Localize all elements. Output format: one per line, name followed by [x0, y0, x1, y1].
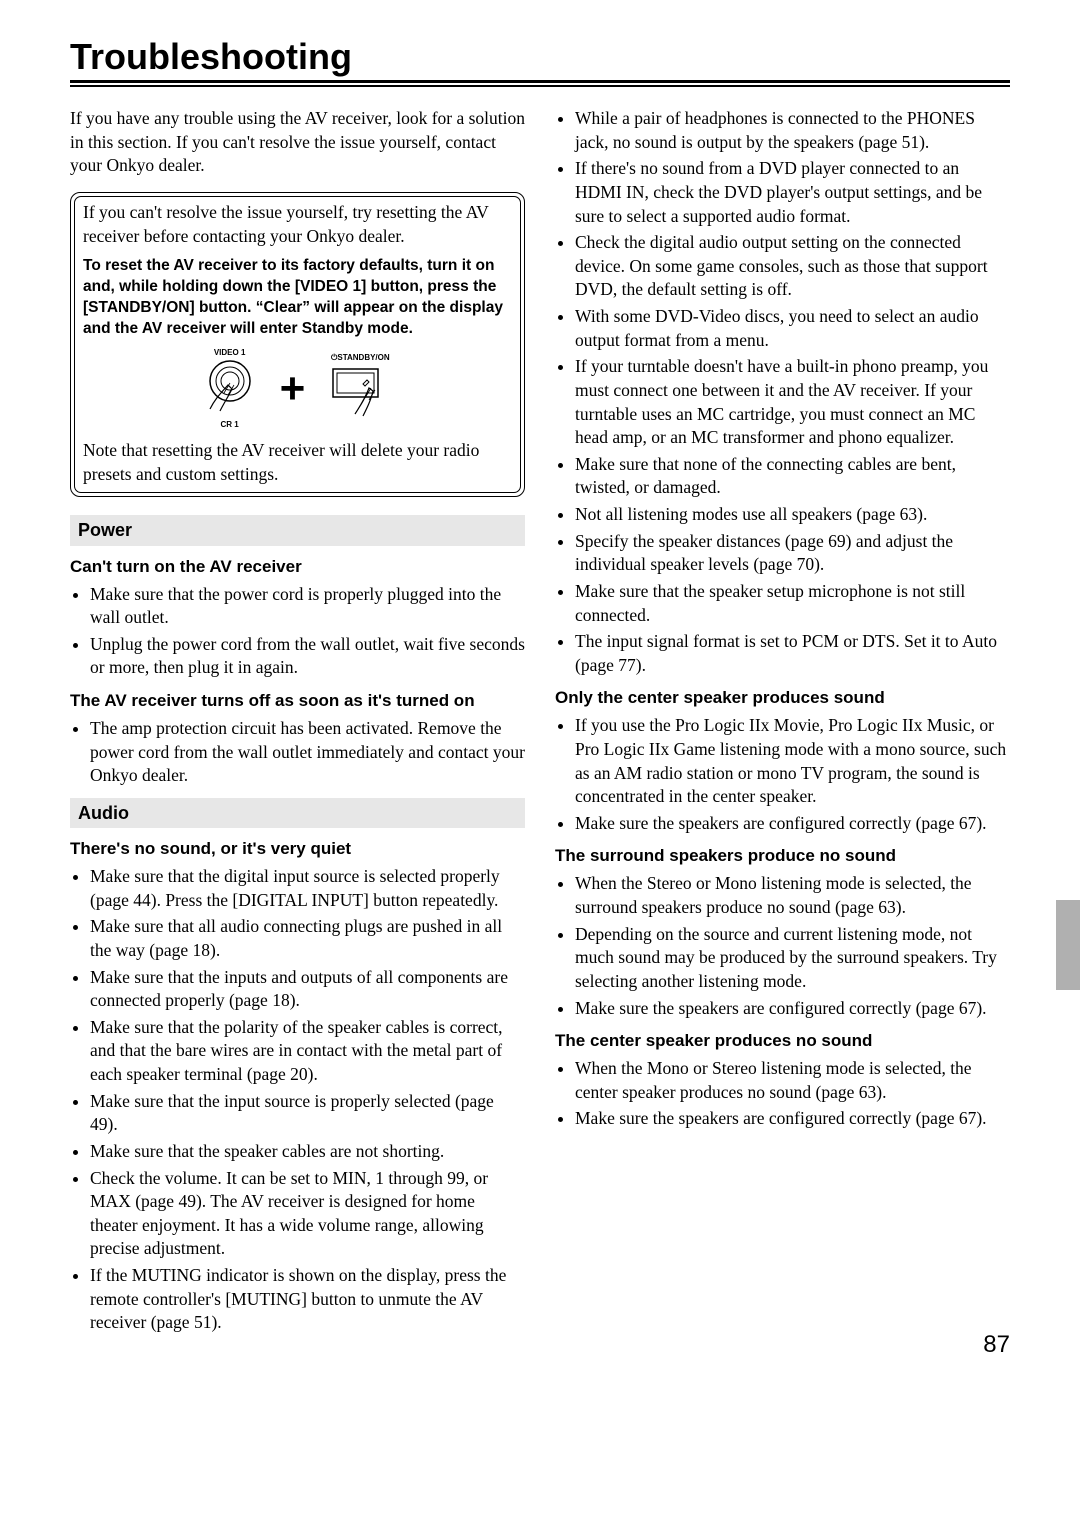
- list-item: If you use the Pro Logic IIx Movie, Pro …: [575, 714, 1010, 809]
- section-audio-title: Audio: [70, 798, 525, 828]
- list-item: Check the volume. It can be set to MIN, …: [90, 1167, 525, 1262]
- reset-box: If you can't resolve the issue yourself,…: [70, 192, 525, 497]
- list-item: Make sure that the polarity of the speak…: [90, 1016, 525, 1087]
- diagram-dial: VIDEO 1 CR 1: [200, 348, 260, 431]
- audio-sub3: The surround speakers produce no sound: [555, 845, 1010, 868]
- list-item: The input signal format is set to PCM or…: [575, 630, 1010, 677]
- right-column: While a pair of headphones is connected …: [555, 107, 1010, 1345]
- list-item: Make sure that none of the connecting ca…: [575, 453, 1010, 500]
- list-item: Make sure that all audio connecting plug…: [90, 915, 525, 962]
- list-item: Check the digital audio output setting o…: [575, 231, 1010, 302]
- section-power-title: Power: [70, 515, 525, 545]
- label-cr1: CR 1: [200, 420, 260, 431]
- list-item: When the Stereo or Mono listening mode i…: [575, 872, 1010, 919]
- audio-sub2-list: If you use the Pro Logic IIx Movie, Pro …: [555, 714, 1010, 835]
- list-item: The amp protection circuit has been acti…: [90, 717, 525, 788]
- list-item: While a pair of headphones is connected …: [575, 107, 1010, 154]
- list-item: Make sure that the inputs and outputs of…: [90, 966, 525, 1013]
- audio-sub1: There's no sound, or it's very quiet: [70, 838, 525, 861]
- intro-text: If you have any trouble using the AV rec…: [70, 107, 525, 178]
- reset-try-text: If you can't resolve the issue yourself,…: [83, 201, 512, 248]
- audio-sub4-list: When the Mono or Stereo listening mode i…: [555, 1057, 1010, 1131]
- page-title: Troubleshooting: [70, 36, 1010, 83]
- plus-icon: +: [280, 367, 306, 411]
- button-icon: [325, 364, 395, 419]
- audio-sub2: Only the center speaker produces sound: [555, 687, 1010, 710]
- reset-instruction: To reset the AV receiver to its factory …: [83, 256, 512, 340]
- title-rule: [70, 85, 1010, 87]
- audio-sub4: The center speaker produces no sound: [555, 1030, 1010, 1053]
- reset-note: Note that resetting the AV receiver will…: [83, 439, 512, 486]
- diagram-button: ⏻STANDBY/ON: [325, 353, 395, 425]
- power-sub2: The AV receiver turns off as soon as it'…: [70, 690, 525, 713]
- reset-diagram: VIDEO 1 CR 1 + ⏻STANDBY/ON: [83, 348, 512, 431]
- list-item: Make sure that the speaker setup microph…: [575, 580, 1010, 627]
- list-item: Make sure the speakers are configured co…: [575, 1107, 1010, 1131]
- audio-sub1-list-right: While a pair of headphones is connected …: [555, 107, 1010, 677]
- list-item: If the MUTING indicator is shown on the …: [90, 1264, 525, 1335]
- list-item: If your turntable doesn't have a built-i…: [575, 355, 1010, 450]
- list-item: Make sure that the digital input source …: [90, 865, 525, 912]
- label-standby: ⏻STANDBY/ON: [325, 353, 395, 364]
- list-item: Specify the speaker distances (page 69) …: [575, 530, 1010, 577]
- list-item: Unplug the power cord from the wall outl…: [90, 633, 525, 680]
- list-item: Make sure that the speaker cables are no…: [90, 1140, 525, 1164]
- list-item: Make sure the speakers are configured co…: [575, 997, 1010, 1021]
- list-item: If there's no sound from a DVD player co…: [575, 157, 1010, 228]
- power-sub1-list: Make sure that the power cord is properl…: [70, 583, 525, 681]
- side-tab: [1056, 900, 1080, 990]
- label-video1: VIDEO 1: [200, 348, 260, 359]
- audio-sub1-list-left: Make sure that the digital input source …: [70, 865, 525, 1335]
- left-column: If you have any trouble using the AV rec…: [70, 107, 525, 1345]
- power-sub2-list: The amp protection circuit has been acti…: [70, 717, 525, 788]
- list-item: Depending on the source and current list…: [575, 923, 1010, 994]
- list-item: When the Mono or Stereo listening mode i…: [575, 1057, 1010, 1104]
- list-item: Make sure that the input source is prope…: [90, 1090, 525, 1137]
- list-item: Make sure the speakers are configured co…: [575, 812, 1010, 836]
- power-sub1: Can't turn on the AV receiver: [70, 556, 525, 579]
- list-item: With some DVD-Video discs, you need to s…: [575, 305, 1010, 352]
- list-item: Not all listening modes use all speakers…: [575, 503, 1010, 527]
- page-number: 87: [983, 1331, 1010, 1359]
- list-item: Make sure that the power cord is properl…: [90, 583, 525, 630]
- dial-icon: [200, 359, 260, 414]
- audio-sub3-list: When the Stereo or Mono listening mode i…: [555, 872, 1010, 1020]
